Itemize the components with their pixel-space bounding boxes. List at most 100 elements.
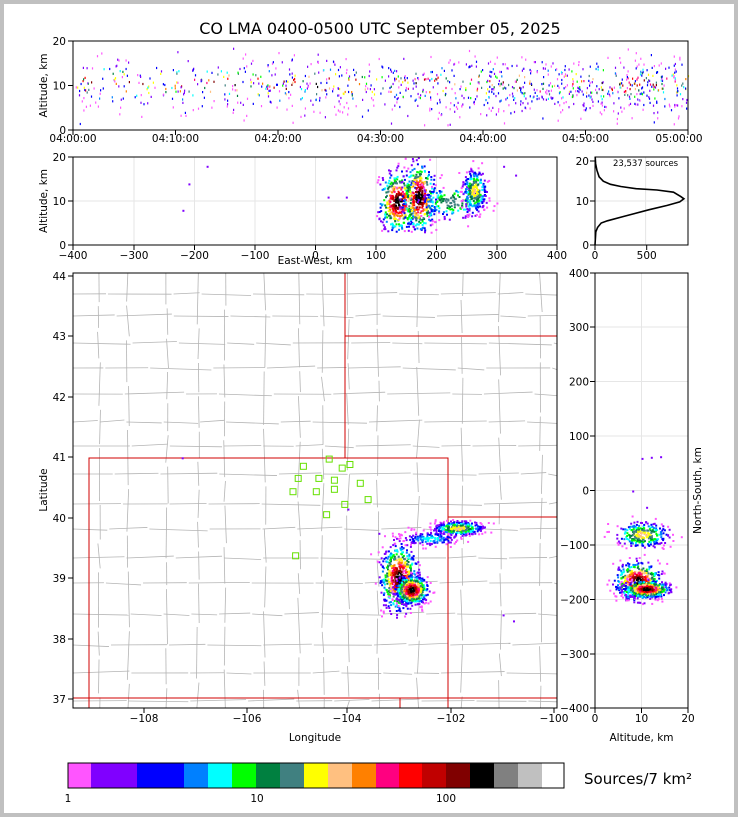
northsouth-source: [646, 575, 649, 578]
map-source: [480, 529, 482, 532]
station-marker: [364, 496, 372, 504]
time-altitude-source: [495, 95, 497, 98]
time-altitude-source: [435, 77, 437, 81]
time-altitude-source: [653, 112, 655, 115]
eastwest-source: [403, 184, 406, 187]
eastwest-source: [419, 211, 422, 214]
lat-tick-41: 41: [53, 452, 66, 464]
eastwest-source: [471, 189, 474, 192]
time-altitude-source: [645, 77, 647, 80]
map-source: [417, 591, 420, 594]
time-altitude-source: [313, 110, 315, 113]
time-altitude-source: [176, 81, 178, 84]
northsouth-source: [620, 585, 623, 588]
eastwest-source: [415, 179, 418, 181]
county-line: [224, 505, 227, 544]
time-altitude-source: [500, 70, 502, 74]
map-source: [393, 558, 396, 561]
county-line: [462, 273, 464, 297]
time-altitude-source: [268, 89, 270, 92]
northsouth-source: [648, 585, 651, 588]
eastwest-source: [470, 175, 473, 178]
county-line: [321, 448, 325, 480]
time-altitude-source: [524, 81, 526, 84]
time-altitude-source: [497, 110, 500, 113]
eastwest-source: [476, 176, 479, 179]
time-altitude-source: [271, 62, 274, 65]
eastwest-source: [404, 215, 407, 218]
time-altitude-source: [601, 104, 603, 107]
map-source: [448, 535, 451, 538]
time-altitude-source: [602, 69, 604, 72]
county-line: [461, 337, 463, 374]
eastwest-source: [474, 214, 477, 217]
northsouth-source: [653, 572, 656, 575]
eastwest-source: [464, 176, 467, 179]
time-altitude-source: [625, 90, 627, 93]
time-altitude-source: [182, 101, 184, 104]
northsouth-source: [634, 542, 637, 544]
time-altitude-source: [656, 101, 658, 104]
time-altitude-source: [415, 98, 417, 101]
time-altitude-source: [347, 84, 349, 87]
time-altitude-source: [382, 66, 384, 69]
map-source: [388, 564, 391, 567]
time-altitude-source: [585, 109, 587, 112]
time-altitude-source: [390, 122, 393, 125]
eastwest-source: [398, 223, 400, 226]
eastwest-source: [423, 187, 426, 190]
eastwest-source: [413, 209, 416, 212]
northsouth-source: [636, 577, 639, 580]
time-altitude-source: [352, 97, 354, 100]
county-line: [97, 631, 100, 656]
time-altitude-source: [224, 93, 226, 96]
time-altitude-source: [162, 93, 165, 96]
northsouth-source: [648, 582, 650, 585]
time-altitude-source: [339, 103, 341, 106]
map-source: [436, 533, 439, 536]
time-altitude-source: [621, 82, 623, 85]
map-source: [378, 561, 381, 564]
eastwest-source: [394, 218, 397, 220]
map-source: [390, 556, 393, 559]
time-altitude-source: [355, 71, 357, 74]
histogram-panel: 23,537 sources 0 500 0 10 20: [576, 156, 689, 262]
time-altitude-source: [516, 64, 518, 67]
map-source: [442, 523, 445, 526]
map-source: [408, 553, 411, 556]
eastwest-source: [408, 217, 411, 220]
eastwest-source: [435, 192, 438, 194]
map-source: [481, 527, 484, 530]
time-altitude-source: [369, 70, 371, 73]
map-source: [399, 610, 402, 613]
northsouth-source: [633, 601, 636, 604]
time-altitude-source: [368, 63, 370, 66]
time-altitude-source: [310, 99, 312, 102]
northsouth-source: [669, 583, 672, 586]
eastwest-source: [417, 157, 420, 160]
eastwest-source: [397, 190, 400, 193]
time-altitude-source: [676, 94, 678, 97]
time-altitude-source: [240, 101, 242, 104]
eastwest-source: [386, 203, 389, 206]
time-altitude-source: [621, 110, 623, 113]
time-altitude-source: [585, 107, 587, 110]
eastwest-source: [445, 210, 448, 213]
northsouth-source: [621, 563, 624, 566]
time-altitude-source: [605, 106, 607, 109]
eastwest-source: [496, 202, 499, 205]
time-altitude-source: [134, 96, 136, 99]
county-line: [166, 372, 169, 400]
map-source: [418, 597, 421, 600]
time-altitude-source: [533, 88, 535, 91]
time-altitude-source: [655, 81, 657, 84]
map-source: [449, 546, 452, 548]
time-altitude-source: [461, 104, 463, 107]
county-line: [548, 555, 557, 559]
county-line: [355, 444, 411, 447]
time-altitude-source: [534, 61, 536, 64]
northsouth-source: [619, 582, 622, 585]
alt-tick-p1-20: 20: [53, 36, 66, 48]
map-source: [460, 522, 463, 525]
time-altitude-source: [487, 101, 489, 105]
